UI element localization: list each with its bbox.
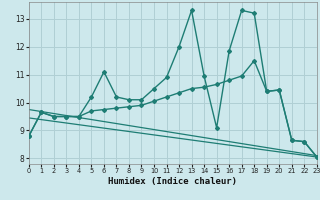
X-axis label: Humidex (Indice chaleur): Humidex (Indice chaleur) [108, 177, 237, 186]
